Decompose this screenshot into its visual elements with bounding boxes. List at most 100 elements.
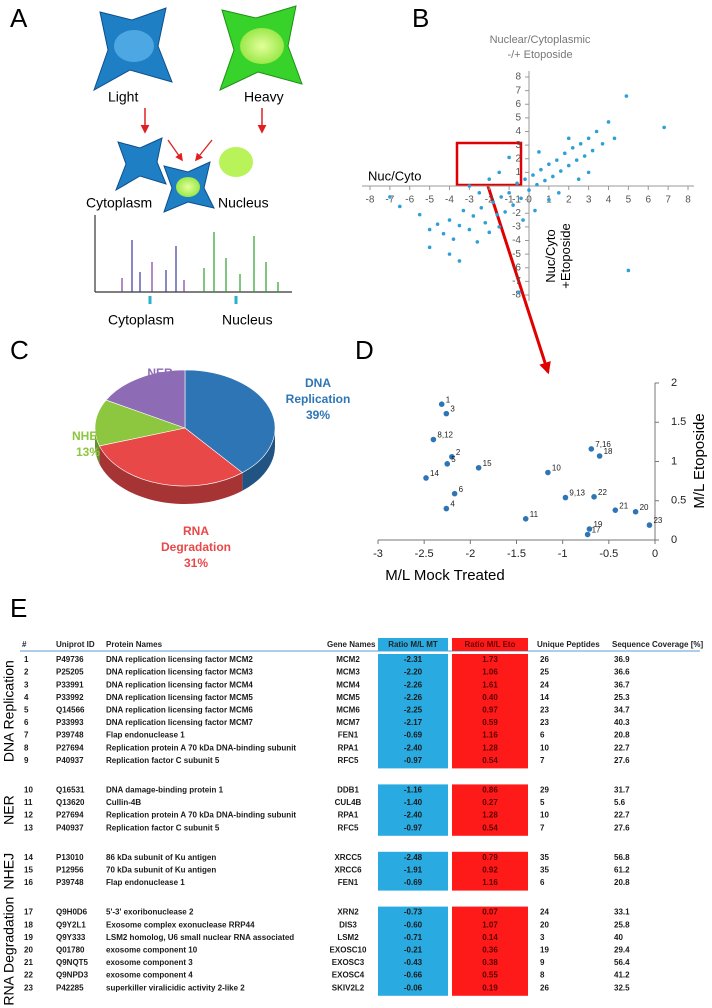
table-cell: MCM2 <box>336 655 360 664</box>
table-cell: 61.2 <box>614 866 630 875</box>
group-label: NER <box>1 795 17 825</box>
table-cell: 41.2 <box>614 971 630 980</box>
table-cell: 5 <box>24 706 29 715</box>
data-point <box>388 195 392 199</box>
table-cell: DNA replication licensing factor MCM3 <box>106 668 253 677</box>
y-tick-label: 1 <box>515 167 521 178</box>
data-point <box>417 212 422 217</box>
mt-column-header <box>378 638 448 651</box>
point-label: 4 <box>450 500 455 509</box>
group-label: NHEJ <box>1 853 17 890</box>
table-cell: -2.31 <box>404 655 423 664</box>
table-cell: Q9NQT5 <box>56 958 89 967</box>
table-cell: 1.61 <box>482 680 498 689</box>
x-tick-label: -1 <box>558 548 568 560</box>
table-cell: XRN2 <box>337 908 359 917</box>
table-cell: 1 <box>24 655 29 664</box>
data-point <box>507 155 511 160</box>
table-cell: 29.4 <box>614 946 630 955</box>
data-point <box>430 436 437 443</box>
x-tick-label: -7 <box>385 195 394 206</box>
data-point <box>545 469 551 476</box>
panel-label: D <box>355 335 374 365</box>
data-point <box>491 200 496 205</box>
data-point <box>562 494 569 501</box>
table-cell: MCM4 <box>336 680 360 689</box>
y-axis-title: Nuc/Cyto+Etoposide <box>543 223 573 288</box>
column-header: Sequence Coverage [%] <box>612 640 703 649</box>
y-tick-label: 1 <box>671 455 677 467</box>
x-tick-label: -0.5 <box>599 548 618 560</box>
slice-label: RNA Degradation <box>161 524 231 554</box>
table-cell: 6 <box>540 731 545 740</box>
data-point <box>600 141 605 146</box>
table-cell: 0.36 <box>482 946 498 955</box>
x-tick-label: -3 <box>373 548 383 560</box>
table-cell: CUL4B <box>335 798 362 807</box>
y-tick-label: -5 <box>512 249 521 260</box>
table-cell: 36.7 <box>614 680 630 689</box>
table-cell: -0.97 <box>404 756 423 765</box>
data-point <box>527 188 531 192</box>
data-point <box>483 220 488 225</box>
x-axis-title: M/L Mock Treated <box>385 567 505 584</box>
point-label: 6 <box>459 485 464 494</box>
data-point <box>574 158 579 162</box>
table-cell: 22.7 <box>614 811 630 820</box>
data-point <box>519 196 523 201</box>
data-point <box>499 195 503 199</box>
eto-column-bg <box>452 654 528 769</box>
table-cell: 36.6 <box>614 668 630 677</box>
data-point <box>487 230 492 235</box>
point-label: 17 <box>592 526 601 535</box>
table-cell: -0.69 <box>404 878 423 887</box>
table-cell: -1.40 <box>404 798 423 807</box>
table-cell: exosome component 10 <box>106 946 198 955</box>
table-cell: 21 <box>24 958 33 967</box>
table-cell: 22 <box>24 971 33 980</box>
table-cell: superkiller viralicidic activity 2-like … <box>106 983 245 992</box>
table-cell: -2.17 <box>404 718 423 727</box>
table-cell: EXOSC4 <box>332 971 365 980</box>
data-point <box>449 453 455 460</box>
data-point <box>471 214 476 218</box>
data-point <box>423 475 429 481</box>
table-cell: MCM7 <box>336 718 360 727</box>
table-cell: LSM2 <box>337 933 359 942</box>
table-cell: -2.48 <box>404 853 423 862</box>
table-cell: 1.16 <box>482 731 498 740</box>
table-cell: -0.60 <box>404 920 423 929</box>
data-point <box>586 170 591 175</box>
eto-column-bg <box>452 784 528 836</box>
table-cell: DIS3 <box>339 920 357 929</box>
table-cell: Replication factor C subunit 5 <box>106 756 220 765</box>
slice-label: NHEJ <box>72 429 104 443</box>
point-label: 19 <box>593 520 602 529</box>
x-tick-label: -8 <box>366 195 375 206</box>
data-point <box>662 125 666 130</box>
data-point <box>632 508 639 515</box>
diagram-label: Light <box>108 89 138 105</box>
table-cell: Q14566 <box>56 706 85 715</box>
table-cell: MCM6 <box>336 706 360 715</box>
table-cell: P42285 <box>56 983 84 992</box>
column-header: Uniprot ID <box>56 640 95 649</box>
table-cell: -0.43 <box>404 958 423 967</box>
table-cell: 0.97 <box>482 706 498 715</box>
table-cell: 0.07 <box>482 908 498 917</box>
x-tick-label: 0 <box>526 195 532 206</box>
pie-slice <box>94 399 187 447</box>
x-tick-label: 7 <box>665 195 671 206</box>
point-label: 22 <box>598 488 607 497</box>
data-point <box>443 410 450 417</box>
data-point <box>523 177 527 181</box>
table-cell: -2.40 <box>404 811 423 820</box>
table-cell: 1.06 <box>482 668 498 677</box>
table-cell: Cullin-4B <box>106 798 141 807</box>
table-cell: exosome component 3 <box>106 958 193 967</box>
column-header: # <box>22 640 27 649</box>
table-cell: EXOSC3 <box>332 958 365 967</box>
table-cell: 4 <box>24 693 29 702</box>
y-tick-label: 6 <box>515 99 521 110</box>
x-tick-label: -2.5 <box>415 548 434 560</box>
